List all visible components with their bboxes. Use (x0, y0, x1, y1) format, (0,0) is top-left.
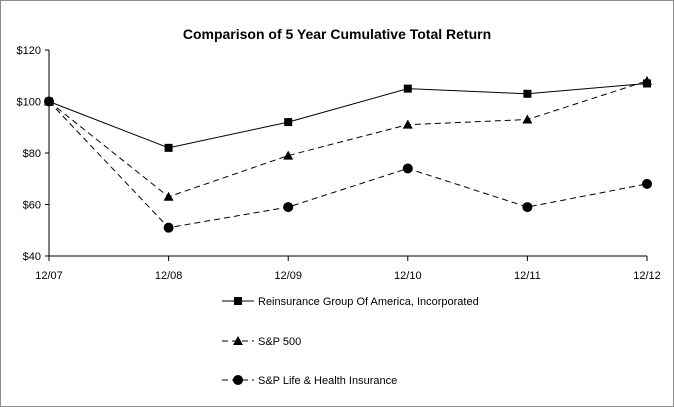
x-tick-label: 12/09 (274, 270, 302, 282)
data-point (44, 96, 54, 107)
series-1 (45, 79, 651, 152)
legend-marker (233, 375, 243, 385)
y-tick-labels: $40 $60 $80 $100 $120 (17, 45, 41, 263)
data-point (642, 75, 652, 85)
data-point (522, 202, 533, 213)
x-tick-labels: 12/07 12/08 12/09 12/10 12/11 12/12 (35, 270, 661, 282)
y-tick-label: $60 (23, 200, 41, 212)
y-tick-label: $80 (23, 148, 41, 160)
legend: Reinsurance Group Of America, Incorporat… (222, 296, 479, 387)
series-line (48, 82, 648, 149)
chart-title: Comparison of 5 Year Cumulative Total Re… (183, 26, 491, 42)
axes (45, 49, 648, 261)
legend-label: S&P Life & Health Insurance (258, 375, 397, 387)
data-point (164, 143, 173, 152)
y-tick-label: $40 (23, 251, 41, 263)
x-tick-label: 12/11 (514, 270, 541, 282)
data-point (283, 150, 294, 160)
data-point (522, 114, 533, 124)
data-point (403, 84, 412, 93)
y-tick-label: $120 (17, 45, 41, 57)
legend-marker (234, 297, 242, 305)
legend-label: Reinsurance Group Of America, Incorporat… (258, 296, 479, 308)
data-point (402, 119, 413, 129)
data-point (283, 202, 294, 213)
legend-item: S&P Life & Health Insurance (222, 375, 397, 387)
data-point (642, 178, 652, 189)
legend-label: S&P 500 (258, 336, 301, 348)
legend-item: S&P 500 (222, 336, 301, 348)
data-point (402, 163, 413, 174)
x-tick-label: 12/12 (633, 270, 661, 282)
legend-marker (233, 336, 243, 345)
data-point (523, 89, 532, 98)
data-point (284, 118, 293, 127)
x-tick-label: 12/07 (35, 270, 63, 282)
data-point (163, 191, 174, 201)
y-tick-label: $100 (17, 97, 41, 109)
legend-item: Reinsurance Group Of America, Incorporat… (222, 296, 479, 308)
series-line (48, 80, 648, 198)
data-point (163, 222, 174, 233)
series-3 (44, 96, 652, 233)
x-tick-label: 12/10 (394, 270, 422, 282)
series-2 (44, 75, 652, 201)
series-line (48, 101, 648, 229)
x-tick-label: 12/08 (155, 270, 183, 282)
series-group (44, 75, 652, 233)
